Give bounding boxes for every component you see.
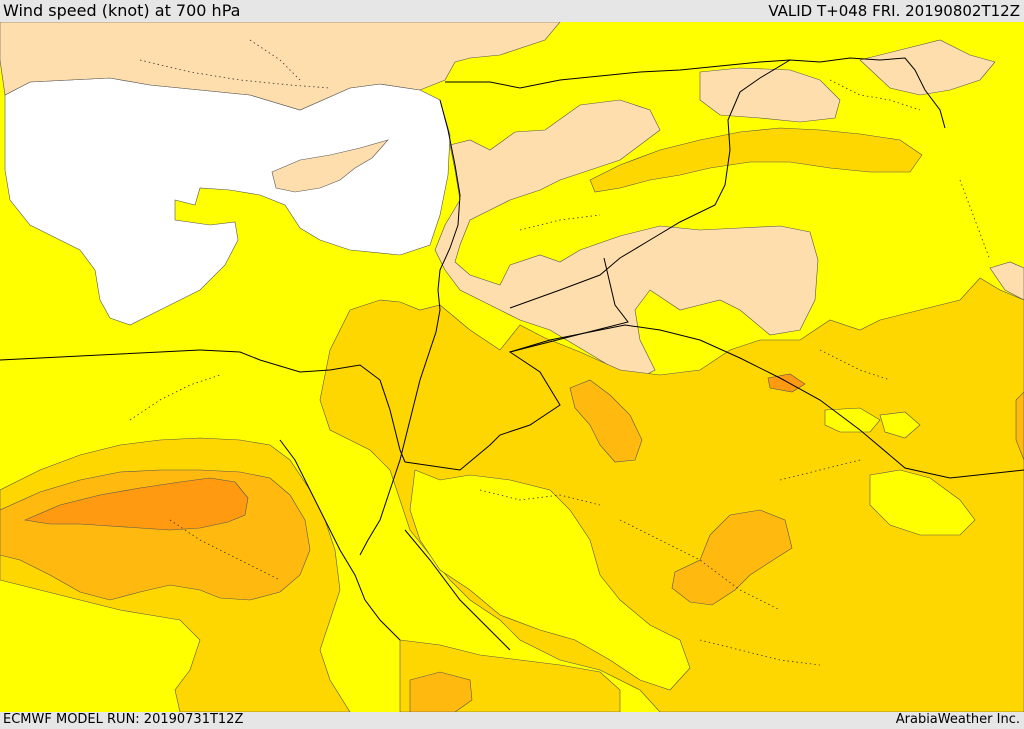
map-title: Wind speed (knot) at 700 hPa bbox=[3, 1, 241, 20]
footer-bar: ECMWF MODEL RUN: 20190731T12Z ArabiaWeat… bbox=[0, 712, 1024, 729]
boundary-egypt-libya bbox=[199, 349, 406, 463]
country-boundaries bbox=[0, 57, 1024, 651]
band-mid-insert-4 bbox=[879, 411, 921, 439]
model-run: ECMWF MODEL RUN: 20190731T12Z bbox=[3, 712, 244, 727]
band-higher-east bbox=[1015, 391, 1024, 461]
band-low-ne-corner bbox=[859, 39, 996, 96]
band-mid-insert-1 bbox=[409, 469, 691, 691]
boundary-jordan-saudi bbox=[509, 324, 1024, 479]
boundary-syria-iraq bbox=[509, 59, 791, 309]
credit: ArabiaWeather Inc. bbox=[895, 712, 1020, 727]
band-highest-egypt bbox=[23, 477, 249, 531]
map-canvas bbox=[0, 22, 1024, 712]
admin-boundaries bbox=[129, 39, 991, 666]
wind-speed-map[interactable] bbox=[0, 22, 1024, 712]
band-mid-insert-2 bbox=[869, 469, 976, 536]
valid-time: VALID T+048 FRI. 20190802T12Z bbox=[768, 2, 1020, 20]
band-low-turkey bbox=[0, 22, 561, 111]
band-low-iraq-north bbox=[699, 67, 841, 123]
band-higher-saudi-2 bbox=[671, 509, 793, 606]
boundary-red-sea-east bbox=[404, 529, 511, 651]
band-low-cyprus bbox=[271, 139, 389, 193]
band-higher-saudi-1 bbox=[569, 379, 643, 463]
band-higher-south bbox=[409, 671, 473, 712]
band-low-syria bbox=[434, 99, 819, 379]
boundary-sinai bbox=[279, 439, 401, 641]
boundary-jordan-east bbox=[404, 257, 629, 471]
header-bar: Wind speed (knot) at 700 hPa VALID T+048… bbox=[0, 0, 1024, 22]
boundary-levant-coast bbox=[359, 99, 461, 556]
boundary-north-africa-coast bbox=[0, 349, 201, 361]
boundary-turkey-syria bbox=[445, 57, 946, 129]
band-low-east-1 bbox=[989, 261, 1024, 301]
band-high-north bbox=[589, 127, 923, 193]
